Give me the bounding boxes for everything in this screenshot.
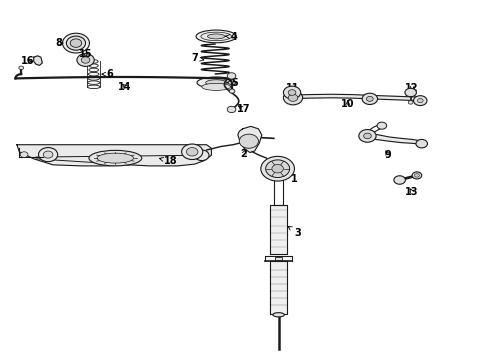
Circle shape xyxy=(359,130,376,142)
Circle shape xyxy=(70,39,82,48)
Circle shape xyxy=(19,66,24,69)
Polygon shape xyxy=(270,205,287,254)
Text: 10: 10 xyxy=(341,99,354,109)
Text: 13: 13 xyxy=(405,187,419,197)
Circle shape xyxy=(81,57,90,63)
Polygon shape xyxy=(238,126,262,153)
Ellipse shape xyxy=(201,32,232,41)
Polygon shape xyxy=(288,94,420,100)
Ellipse shape xyxy=(208,34,225,39)
Circle shape xyxy=(182,144,203,159)
Circle shape xyxy=(416,139,427,148)
Circle shape xyxy=(20,152,28,157)
Circle shape xyxy=(283,91,303,105)
Circle shape xyxy=(227,106,236,113)
Text: 5: 5 xyxy=(227,78,238,87)
Circle shape xyxy=(77,54,94,66)
Text: 4: 4 xyxy=(225,32,238,42)
Circle shape xyxy=(229,89,235,93)
Text: 15: 15 xyxy=(79,49,92,59)
Circle shape xyxy=(39,148,58,162)
Text: 8: 8 xyxy=(56,38,63,48)
Text: 9: 9 xyxy=(385,150,392,160)
Polygon shape xyxy=(17,145,211,166)
Text: 3: 3 xyxy=(288,226,301,238)
Text: 12: 12 xyxy=(405,82,419,93)
Circle shape xyxy=(408,100,413,104)
Circle shape xyxy=(414,96,427,105)
Ellipse shape xyxy=(202,83,231,90)
Polygon shape xyxy=(270,261,287,314)
Text: 18: 18 xyxy=(159,156,177,166)
Circle shape xyxy=(417,99,423,103)
Ellipse shape xyxy=(196,30,236,43)
Circle shape xyxy=(264,167,272,172)
Circle shape xyxy=(367,96,373,101)
Circle shape xyxy=(285,167,293,172)
Circle shape xyxy=(43,151,53,158)
Circle shape xyxy=(415,174,419,177)
Circle shape xyxy=(412,172,422,179)
Ellipse shape xyxy=(273,312,284,317)
Text: 6: 6 xyxy=(102,69,113,79)
Ellipse shape xyxy=(88,77,99,80)
Circle shape xyxy=(195,150,209,161)
Text: 17: 17 xyxy=(237,104,251,114)
Text: 14: 14 xyxy=(118,81,132,91)
Circle shape xyxy=(227,73,236,79)
Ellipse shape xyxy=(206,80,227,85)
Ellipse shape xyxy=(97,153,134,163)
Ellipse shape xyxy=(89,68,98,72)
Ellipse shape xyxy=(89,150,142,166)
Circle shape xyxy=(288,90,296,95)
Ellipse shape xyxy=(88,81,100,84)
Circle shape xyxy=(63,33,89,53)
Circle shape xyxy=(66,36,86,50)
Circle shape xyxy=(266,160,290,177)
Polygon shape xyxy=(34,56,42,66)
Circle shape xyxy=(377,122,387,129)
Circle shape xyxy=(364,133,371,139)
Polygon shape xyxy=(368,134,422,145)
Circle shape xyxy=(283,86,301,99)
Bar xyxy=(275,257,282,260)
Text: 2: 2 xyxy=(241,149,247,159)
Ellipse shape xyxy=(89,64,98,67)
Text: 16: 16 xyxy=(21,57,35,67)
Circle shape xyxy=(239,134,258,148)
Ellipse shape xyxy=(197,77,235,88)
Circle shape xyxy=(261,156,294,181)
Text: 7: 7 xyxy=(191,53,204,63)
Ellipse shape xyxy=(88,72,99,76)
Text: 1: 1 xyxy=(282,172,298,184)
Circle shape xyxy=(272,165,283,173)
Ellipse shape xyxy=(88,85,100,89)
Circle shape xyxy=(362,93,377,104)
Circle shape xyxy=(288,94,298,101)
Circle shape xyxy=(186,148,198,156)
Text: 11: 11 xyxy=(286,82,300,93)
Circle shape xyxy=(394,176,405,184)
Ellipse shape xyxy=(89,60,98,63)
Circle shape xyxy=(405,88,416,97)
